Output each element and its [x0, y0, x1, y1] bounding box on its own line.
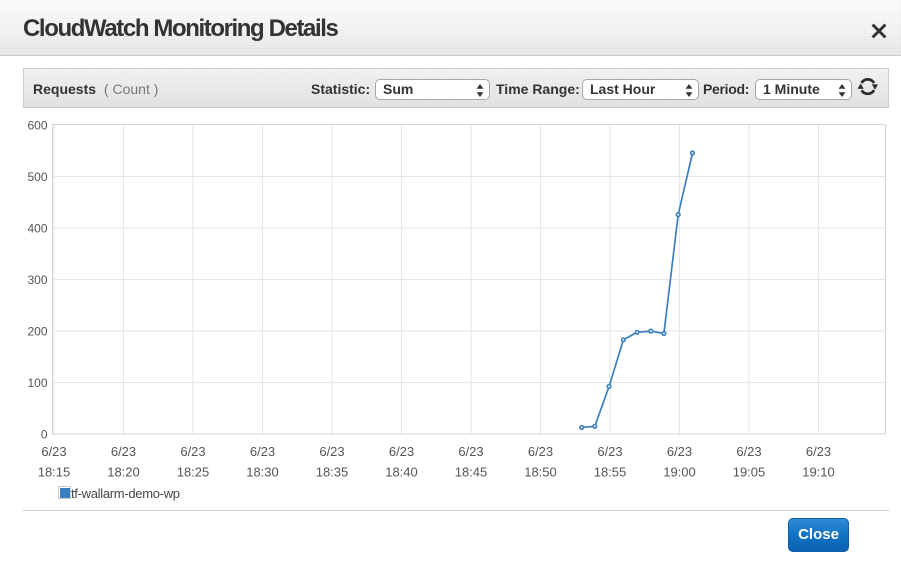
- svg-text:6/23: 6/23: [180, 444, 205, 459]
- svg-text:6/23: 6/23: [528, 444, 553, 459]
- svg-text:600: 600: [27, 119, 47, 133]
- svg-text:6/23: 6/23: [667, 444, 692, 459]
- svg-text:6/23: 6/23: [806, 444, 831, 459]
- svg-text:18:40: 18:40: [385, 465, 418, 480]
- svg-text:400: 400: [27, 222, 47, 236]
- svg-text:6/23: 6/23: [250, 444, 275, 459]
- svg-text:18:55: 18:55: [594, 465, 627, 480]
- svg-text:100: 100: [27, 376, 47, 390]
- svg-text:6/23: 6/23: [319, 444, 344, 459]
- svg-text:6/23: 6/23: [736, 444, 761, 459]
- svg-text:18:50: 18:50: [524, 465, 557, 480]
- svg-text:200: 200: [27, 325, 47, 339]
- svg-text:0: 0: [41, 428, 48, 442]
- svg-text:19:00: 19:00: [663, 465, 696, 480]
- svg-text:18:45: 18:45: [455, 465, 488, 480]
- svg-text:6/23: 6/23: [41, 444, 66, 459]
- svg-text:18:25: 18:25: [177, 465, 210, 480]
- svg-text:18:20: 18:20: [107, 465, 140, 480]
- svg-text:6/23: 6/23: [111, 444, 136, 459]
- svg-text:500: 500: [27, 170, 47, 184]
- svg-text:300: 300: [27, 273, 47, 287]
- svg-text:6/23: 6/23: [597, 444, 622, 459]
- svg-text:6/23: 6/23: [458, 444, 483, 459]
- svg-text:6/23: 6/23: [389, 444, 414, 459]
- svg-text:18:15: 18:15: [38, 465, 71, 480]
- svg-text:18:35: 18:35: [316, 465, 349, 480]
- svg-text:18:30: 18:30: [246, 465, 279, 480]
- svg-text:19:05: 19:05: [733, 465, 766, 480]
- svg-text:19:10: 19:10: [802, 465, 835, 480]
